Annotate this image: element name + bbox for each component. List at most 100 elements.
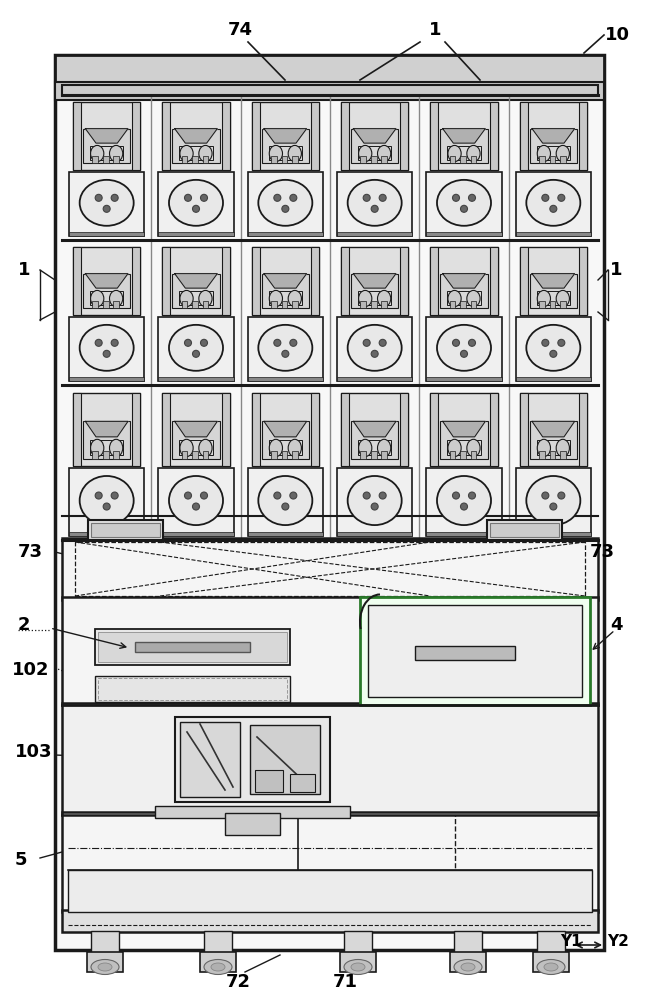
Ellipse shape — [556, 145, 569, 162]
Ellipse shape — [461, 503, 467, 510]
Bar — [132, 393, 140, 466]
Bar — [250, 725, 320, 794]
Bar — [382, 156, 387, 163]
Text: 5: 5 — [15, 851, 28, 869]
Bar — [271, 301, 277, 308]
Bar — [158, 172, 233, 236]
Ellipse shape — [348, 476, 402, 525]
Bar — [341, 247, 349, 315]
Ellipse shape — [80, 325, 134, 371]
Ellipse shape — [448, 439, 461, 457]
Bar — [271, 156, 277, 163]
Bar — [248, 232, 323, 236]
Text: 102: 102 — [12, 661, 49, 679]
Bar — [90, 440, 123, 455]
Ellipse shape — [199, 290, 212, 307]
Bar — [537, 440, 570, 455]
Ellipse shape — [453, 339, 459, 346]
Ellipse shape — [288, 145, 301, 162]
Ellipse shape — [98, 963, 112, 971]
Bar — [371, 156, 376, 163]
Ellipse shape — [169, 180, 223, 226]
Bar — [447, 146, 480, 160]
Polygon shape — [86, 421, 128, 437]
Bar — [162, 102, 170, 170]
Ellipse shape — [258, 476, 312, 525]
Bar — [252, 102, 319, 170]
Text: 10: 10 — [605, 26, 630, 44]
Ellipse shape — [371, 205, 378, 212]
Bar — [162, 393, 230, 466]
Bar — [173, 129, 219, 163]
Ellipse shape — [282, 205, 289, 212]
Bar — [337, 232, 412, 236]
Bar — [450, 451, 455, 459]
Ellipse shape — [542, 492, 549, 499]
Bar — [539, 301, 545, 308]
Bar — [162, 393, 170, 466]
Ellipse shape — [169, 476, 223, 525]
Bar — [550, 301, 556, 308]
Bar — [358, 291, 391, 305]
Bar — [132, 102, 140, 170]
Ellipse shape — [558, 492, 565, 499]
Text: 73: 73 — [18, 543, 43, 561]
Ellipse shape — [109, 145, 123, 162]
Bar — [450, 156, 455, 163]
Ellipse shape — [448, 145, 461, 162]
Ellipse shape — [90, 290, 104, 307]
Bar — [62, 910, 598, 932]
Ellipse shape — [199, 439, 212, 457]
Bar — [440, 129, 488, 163]
Bar — [90, 291, 123, 305]
Bar — [400, 102, 409, 170]
Bar — [87, 952, 123, 972]
Bar — [103, 156, 109, 163]
Ellipse shape — [550, 350, 557, 357]
Polygon shape — [532, 274, 575, 288]
Bar — [430, 247, 498, 315]
Bar — [221, 393, 230, 466]
Bar — [202, 156, 208, 163]
Bar — [173, 421, 219, 459]
Ellipse shape — [527, 180, 581, 226]
Polygon shape — [443, 274, 485, 288]
Bar — [69, 532, 144, 536]
Bar — [579, 393, 587, 466]
Ellipse shape — [109, 439, 123, 457]
Bar — [113, 156, 119, 163]
Bar — [248, 317, 323, 381]
Bar — [92, 451, 98, 459]
Ellipse shape — [537, 960, 565, 974]
Ellipse shape — [437, 325, 491, 371]
Ellipse shape — [290, 492, 297, 499]
Bar — [400, 247, 409, 315]
Bar — [292, 451, 298, 459]
Bar — [337, 377, 412, 381]
Bar — [252, 393, 260, 466]
Ellipse shape — [282, 350, 289, 357]
Bar — [471, 451, 476, 459]
Bar — [337, 172, 412, 236]
Bar — [248, 377, 323, 381]
Bar — [516, 172, 591, 236]
Ellipse shape — [437, 476, 491, 525]
Ellipse shape — [469, 492, 476, 499]
Ellipse shape — [90, 439, 104, 457]
Bar — [262, 274, 309, 308]
Bar — [292, 301, 298, 308]
Bar — [560, 301, 565, 308]
Bar — [162, 247, 170, 315]
Bar — [248, 172, 323, 236]
Bar — [202, 301, 208, 308]
Ellipse shape — [378, 439, 391, 457]
Text: 2: 2 — [18, 616, 30, 634]
Bar — [75, 542, 585, 596]
Bar — [344, 931, 372, 955]
Bar — [430, 393, 498, 466]
Bar — [430, 102, 498, 170]
Bar — [55, 82, 604, 100]
Ellipse shape — [199, 145, 212, 162]
Bar — [180, 722, 240, 797]
Bar — [269, 291, 302, 305]
